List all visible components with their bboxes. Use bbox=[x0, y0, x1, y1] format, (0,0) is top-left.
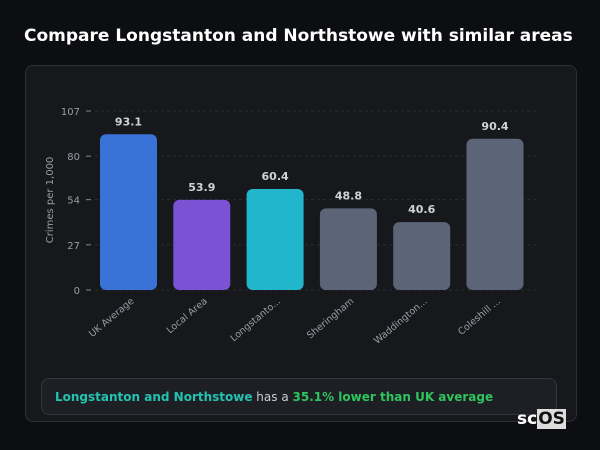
y-tick-label: 54 bbox=[67, 196, 80, 207]
y-tick-label: 107 bbox=[61, 107, 80, 118]
bar bbox=[173, 199, 231, 290]
bar bbox=[246, 188, 304, 290]
x-tick-label: Waddington... bbox=[372, 296, 430, 347]
value-label: 48.8 bbox=[335, 189, 362, 202]
x-tick-label: UK Average bbox=[87, 296, 136, 340]
y-tick-label: 27 bbox=[67, 241, 80, 252]
x-tick-label: Sheringham bbox=[305, 296, 356, 341]
bar bbox=[319, 208, 377, 290]
y-axis-label: Crimes per 1,000 bbox=[45, 157, 56, 244]
x-tick-label: Longstanto... bbox=[229, 296, 284, 344]
bar bbox=[100, 134, 157, 290]
summary-text: has a bbox=[252, 390, 293, 404]
value-label: 60.4 bbox=[262, 170, 289, 183]
y-tick-label: 0 bbox=[74, 286, 80, 297]
page-title: Compare Longstanton and Northstowe with … bbox=[24, 26, 573, 46]
value-label: 93.1 bbox=[115, 115, 142, 128]
summary-box: Longstanton and Northstowe has a 35.1% l… bbox=[41, 378, 557, 415]
bar bbox=[393, 222, 451, 290]
summary-stat: 35.1% lower than UK average bbox=[292, 390, 494, 404]
value-label: 90.4 bbox=[481, 120, 508, 133]
logo: scOS bbox=[517, 409, 566, 429]
value-label: 40.6 bbox=[408, 203, 435, 216]
x-tick-label: Local Area bbox=[165, 296, 210, 336]
x-tick-label: Coleshill ... bbox=[456, 296, 503, 338]
summary-area: Longstanton and Northstowe bbox=[55, 390, 253, 404]
value-label: 53.9 bbox=[188, 181, 215, 194]
y-tick-label: 80 bbox=[67, 152, 80, 163]
bar bbox=[466, 138, 524, 290]
